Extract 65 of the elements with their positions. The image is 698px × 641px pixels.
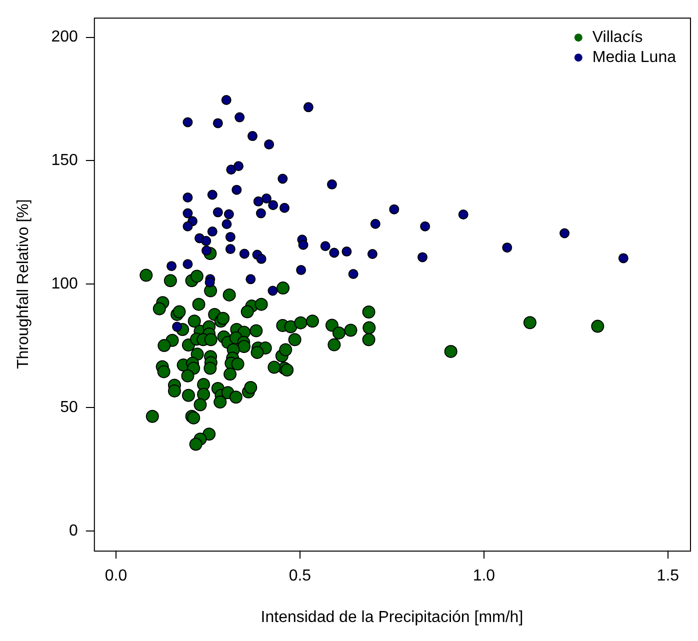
point — [234, 161, 244, 172]
point — [207, 226, 218, 237]
point — [261, 193, 272, 204]
legend-label: Media Luna — [592, 49, 676, 66]
point — [417, 252, 428, 262]
point — [560, 228, 570, 238]
point — [256, 208, 266, 218]
point — [225, 244, 236, 254]
point — [182, 208, 193, 218]
point — [278, 174, 288, 184]
x-tick-label: 1.5 — [656, 568, 680, 585]
x-tick-label: 0.0 — [104, 568, 128, 585]
y-tick-label: 200 — [51, 28, 78, 46]
y-tick-label: 50 — [60, 398, 78, 416]
point — [207, 190, 218, 200]
point — [280, 202, 290, 213]
point — [342, 246, 352, 257]
point — [182, 259, 193, 270]
point — [232, 184, 242, 195]
y-tick-label: 150 — [51, 152, 78, 170]
point — [268, 286, 278, 296]
point — [182, 221, 193, 232]
point — [367, 248, 378, 259]
legend-label: Villacís — [592, 29, 643, 46]
point — [389, 204, 400, 214]
point — [201, 246, 212, 256]
point — [212, 207, 223, 218]
point — [172, 322, 182, 332]
point — [212, 118, 223, 128]
y-axis-title: Throughfall Relativo [%] — [15, 199, 32, 370]
point — [348, 268, 358, 279]
point — [320, 241, 330, 252]
point — [204, 277, 215, 288]
point — [221, 95, 232, 106]
point — [264, 139, 274, 150]
point — [182, 117, 193, 128]
x-tick-label: 0.5 — [288, 568, 312, 585]
point — [370, 218, 380, 229]
y-tick-label: 100 — [51, 276, 78, 293]
point — [618, 253, 628, 264]
point — [268, 200, 278, 210]
point — [239, 248, 250, 259]
point — [326, 179, 337, 190]
point — [329, 248, 340, 258]
point — [247, 131, 258, 142]
point — [303, 102, 314, 112]
point — [234, 112, 245, 122]
point — [502, 242, 512, 253]
point — [225, 232, 236, 242]
point — [224, 209, 234, 220]
point — [226, 164, 236, 175]
point — [182, 192, 193, 202]
point — [458, 210, 468, 220]
point — [253, 196, 264, 206]
x-axis-title: Intensidad de la Precipitación [mm/h] — [260, 608, 524, 626]
point — [296, 265, 306, 276]
point — [222, 219, 232, 230]
point — [166, 261, 177, 272]
point — [246, 274, 256, 284]
point — [420, 221, 430, 232]
point — [256, 254, 266, 264]
x-tick-label: 1.0 — [472, 568, 496, 585]
y-tick-label: 0 — [68, 522, 78, 540]
point — [298, 240, 308, 250]
point — [201, 236, 212, 246]
